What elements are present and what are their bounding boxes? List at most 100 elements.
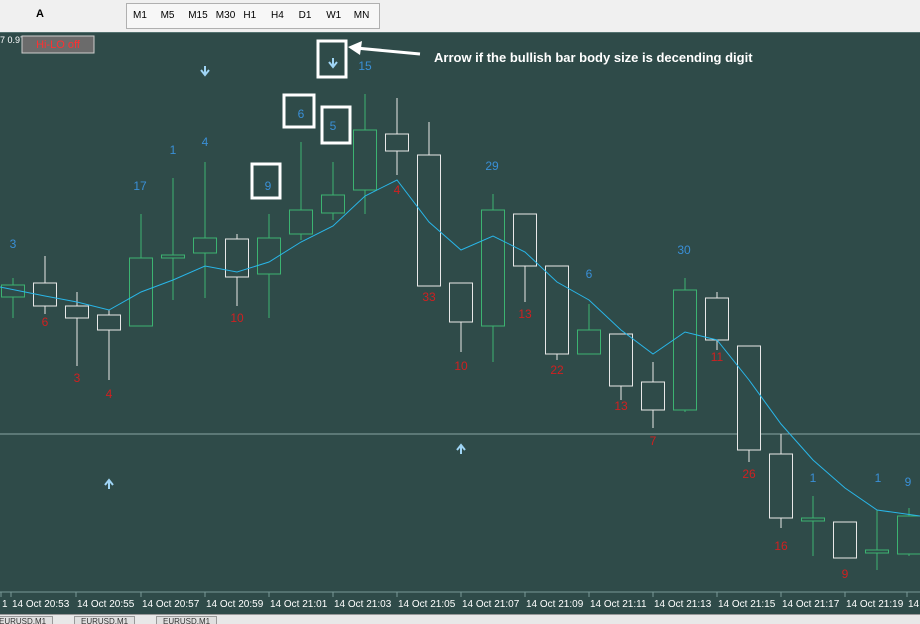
digit-label-down: 26 bbox=[742, 467, 756, 481]
digit-label-up: 6 bbox=[298, 107, 305, 121]
up-arrow bbox=[104, 478, 114, 489]
moving-average bbox=[0, 179, 920, 517]
bull-candle bbox=[161, 254, 185, 259]
annotation: Arrow if the bullish bar body size is de… bbox=[434, 50, 753, 65]
time-label: 1 bbox=[2, 599, 8, 610]
digit-label-up: 30 bbox=[677, 243, 691, 257]
time-label: 14 Oct 21:13 bbox=[654, 599, 712, 610]
bull-candle bbox=[801, 517, 825, 522]
signal-arrows bbox=[104, 58, 466, 489]
time-label: 14 Oct 21:07 bbox=[462, 599, 520, 610]
digit-label-down: 13 bbox=[518, 307, 532, 321]
time-label: 14 Oct 21:03 bbox=[334, 599, 392, 610]
bear-candle bbox=[609, 333, 633, 387]
bear-candle bbox=[513, 213, 537, 267]
candles bbox=[1, 94, 920, 570]
digit-label-down: 33 bbox=[422, 290, 436, 304]
chart-tabs: EURUSD,M1 EURUSD,M1 EURUSD,M1 bbox=[0, 614, 920, 624]
bear-candle bbox=[33, 282, 57, 307]
bull-candle bbox=[865, 549, 889, 554]
time-label: 14 Oct 20:55 bbox=[77, 599, 135, 610]
bull-candle bbox=[577, 329, 601, 355]
digit-label-up: 9 bbox=[905, 475, 912, 489]
time-label: 14 Oct 20:57 bbox=[142, 599, 200, 610]
digit-label-down: 11 bbox=[711, 350, 724, 364]
annotation-arrowhead bbox=[348, 41, 362, 55]
chart-tab[interactable]: EURUSD,M1 bbox=[0, 616, 54, 624]
digit-label-up: 1 bbox=[875, 471, 882, 485]
bull-candle bbox=[673, 289, 697, 411]
digit-label-down: 4 bbox=[106, 387, 113, 401]
digit-label-down: 9 bbox=[842, 567, 849, 581]
digit-label-down: 7 bbox=[650, 434, 657, 448]
timeframe-button[interactable]: M1 bbox=[133, 10, 147, 21]
digit-label-up: 15 bbox=[358, 59, 372, 73]
highlight-box bbox=[320, 105, 352, 145]
digit-label-up: 5 bbox=[330, 119, 337, 133]
digit-label-up: 3 bbox=[10, 237, 17, 251]
time-label: 14 Oct 21:09 bbox=[526, 599, 584, 610]
digit-label-down: 4 bbox=[394, 183, 401, 197]
digit-label-down: 3 bbox=[74, 371, 81, 385]
hilo-button-label[interactable]: Hi-LO off bbox=[36, 39, 81, 51]
annotation-arrow bbox=[355, 46, 421, 56]
up-arrow bbox=[456, 443, 466, 454]
hilo-button[interactable] bbox=[21, 35, 95, 54]
chart-tab[interactable]: EURUSD,M1 bbox=[156, 616, 218, 624]
digit-label-up: 9 bbox=[265, 179, 272, 193]
bear-candle bbox=[65, 305, 89, 319]
timeframe-button[interactable]: M30 bbox=[215, 10, 236, 21]
digit-label-up: 1 bbox=[170, 143, 177, 157]
annotation-boxes bbox=[250, 39, 352, 200]
digit-label-down: 13 bbox=[614, 399, 628, 413]
time-label: 14 Oct 21:05 bbox=[398, 599, 456, 610]
time-axis: 1 14 Oct 20:53 14 Oct 20:55 14 Oct 20:57 14 … bbox=[0, 592, 920, 610]
timeframe-bar: M1 M5 M15 M30 H1 H4 D1 W1 MN bbox=[126, 3, 380, 29]
bear-candle bbox=[769, 453, 793, 519]
bear-candle bbox=[641, 381, 665, 411]
bear-candle bbox=[97, 314, 121, 331]
digit-label-down: 16 bbox=[774, 539, 788, 553]
bear-candle bbox=[705, 297, 729, 341]
bear-candle bbox=[385, 133, 409, 152]
text-tool[interactable]: A bbox=[36, 8, 44, 20]
time-label: 14 Oct 20:59 bbox=[206, 599, 264, 610]
digit-label-up: 6 bbox=[586, 267, 593, 281]
bull-candle bbox=[321, 194, 345, 214]
timeframe-button[interactable]: W1 bbox=[326, 10, 342, 21]
bull-candle bbox=[481, 209, 505, 327]
timeframe-button[interactable]: H4 bbox=[271, 10, 284, 21]
down-arrow bbox=[328, 58, 338, 69]
timeframe-button[interactable]: D1 bbox=[298, 10, 312, 21]
digit-label-up: 29 bbox=[485, 159, 499, 173]
digit-label-up: 17 bbox=[133, 179, 147, 193]
digit-label-down: 10 bbox=[454, 359, 468, 373]
highlight-box bbox=[316, 39, 348, 79]
time-label: 14 bbox=[908, 599, 920, 610]
digit-label-up: 1 bbox=[810, 471, 817, 485]
highlight-box bbox=[282, 93, 316, 129]
chart-tab[interactable]: EURUSD,M1 bbox=[74, 616, 136, 624]
time-label: 14 Oct 21:17 bbox=[782, 599, 840, 610]
time-label: 14 Oct 21:19 bbox=[846, 599, 904, 610]
time-label: 14 Oct 21:11 bbox=[590, 599, 647, 610]
bull-candle bbox=[897, 515, 920, 555]
time-label: 14 Oct 21:01 bbox=[270, 599, 328, 610]
bear-candle bbox=[545, 265, 569, 355]
timeframe-button[interactable]: M15 bbox=[188, 10, 208, 21]
bull-candle bbox=[193, 237, 217, 254]
highlight-box bbox=[250, 162, 282, 200]
timeframe-button[interactable]: MN bbox=[353, 10, 370, 21]
bear-candle bbox=[833, 521, 857, 559]
digit-label-down: 10 bbox=[230, 311, 244, 325]
timeframe-button[interactable]: H1 bbox=[243, 10, 257, 21]
bear-candle bbox=[417, 154, 441, 287]
toolbar: A M1 M5 M15 M30 H1 H4 D1 W1 MN bbox=[0, 0, 920, 33]
timeframe-button[interactable]: M5 bbox=[160, 10, 175, 21]
digit-label-down: 6 bbox=[42, 315, 49, 329]
chart-background bbox=[0, 32, 920, 614]
bear-candle bbox=[449, 282, 473, 323]
digit-label-down: 22 bbox=[550, 363, 564, 377]
